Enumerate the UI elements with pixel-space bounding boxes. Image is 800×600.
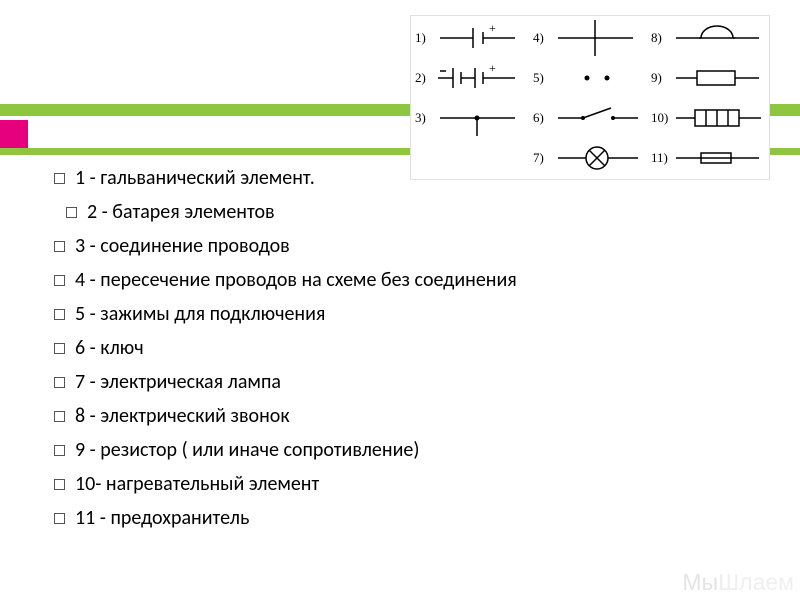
watermark: МыШлаем bbox=[682, 569, 794, 596]
bullet-icon bbox=[54, 513, 65, 524]
symbol-number: 5) bbox=[533, 70, 544, 86]
bullet-icon bbox=[54, 173, 65, 184]
legend-item-text: 1 - гальванический элемент. bbox=[75, 166, 315, 190]
bullet-icon bbox=[66, 207, 77, 218]
symbol-number: 6) bbox=[533, 110, 544, 126]
legend-item-text: 4 - пересечение проводов на схеме без со… bbox=[75, 268, 517, 292]
legend-item: 1 - гальванический элемент. bbox=[54, 166, 780, 190]
legend-item-text: 8 - электрический звонок bbox=[75, 404, 290, 428]
symbol-cell-resistor: 9) bbox=[649, 58, 771, 98]
legend-item-text: 6 - ключ bbox=[75, 336, 144, 360]
watermark-text-1: Мы bbox=[682, 569, 718, 595]
legend-item-text: 2 - батарея элементов bbox=[87, 200, 275, 224]
symbol-bell-icon bbox=[671, 18, 767, 58]
legend-item: 5 - зажимы для подключения bbox=[54, 302, 780, 326]
legend-item: 6 - ключ bbox=[54, 336, 780, 360]
symbol-number: 9) bbox=[651, 70, 662, 86]
symbol-number: 4) bbox=[533, 30, 544, 46]
legend-item-text: 5 - зажимы для подключения bbox=[75, 302, 325, 326]
legend-item: 7 - электрическая лампа bbox=[54, 370, 780, 394]
symbol-cell-battery: 2) + bbox=[413, 58, 529, 98]
symbol-number: 8) bbox=[651, 30, 662, 46]
legend-item: 11 - предохранитель bbox=[54, 506, 780, 530]
symbol-terminals-icon bbox=[553, 58, 649, 98]
symbol-number: 2) bbox=[415, 70, 426, 86]
circuit-symbols-image: 1) +2) +3) 4) 5) 6) 7) 8) 9) 10) 11) bbox=[410, 15, 770, 180]
symbol-number: 1) bbox=[415, 30, 426, 46]
bullet-icon bbox=[54, 309, 65, 320]
symbol-cell-icon: + bbox=[435, 18, 531, 58]
bullet-icon bbox=[54, 377, 65, 388]
bullet-icon bbox=[54, 445, 65, 456]
legend-item: 3 - соединение проводов bbox=[54, 234, 780, 258]
symbol-cell-crossing: 4) bbox=[531, 18, 647, 58]
bullet-icon bbox=[54, 411, 65, 422]
legend-item: 10- нагревательный элемент bbox=[54, 472, 780, 496]
symbol-cell-switch: 6) bbox=[531, 98, 647, 138]
legend-item-text: 10- нагревательный элемент bbox=[75, 472, 319, 496]
bullet-icon bbox=[54, 241, 65, 252]
symbol-number: 3) bbox=[415, 110, 426, 126]
symbol-cell-terminals: 5) bbox=[531, 58, 647, 98]
symbol-cell-bell: 8) bbox=[649, 18, 771, 58]
bullet-icon bbox=[54, 275, 65, 286]
symbol-resistor-icon bbox=[671, 58, 767, 98]
legend-item: 4 - пересечение проводов на схеме без со… bbox=[54, 268, 780, 292]
legend-item: 8 - электрический звонок bbox=[54, 404, 780, 428]
bullet-icon bbox=[54, 479, 65, 490]
symbol-crossing-icon bbox=[553, 18, 649, 58]
symbol-number: 7) bbox=[533, 150, 544, 166]
svg-text:+: + bbox=[489, 21, 496, 35]
bullet-icon bbox=[54, 343, 65, 354]
legend-list: 1 - гальванический элемент. 2 - батарея э… bbox=[54, 166, 780, 540]
legend-item: 2 - батарея элементов bbox=[66, 200, 780, 224]
legend-item-text: 7 - электрическая лампа bbox=[75, 370, 281, 394]
symbol-cell-cell: 1) + bbox=[413, 18, 529, 58]
symbol-cell-heater: 10) bbox=[649, 98, 771, 138]
legend-item-text: 3 - соединение проводов bbox=[75, 234, 290, 258]
symbol-number: 11) bbox=[651, 150, 668, 166]
symbol-heater-icon bbox=[671, 98, 767, 138]
legend-item-text: 11 - предохранитель bbox=[75, 506, 249, 530]
symbol-number: 10) bbox=[651, 110, 668, 126]
legend-item: 9 - резистор ( или иначе сопротивление) bbox=[54, 438, 780, 462]
symbol-battery-icon: + bbox=[435, 58, 531, 98]
symbol-cell-junction: 3) bbox=[413, 98, 529, 138]
legend-item-text: 9 - резистор ( или иначе сопротивление) bbox=[75, 438, 419, 462]
symbol-switch-icon bbox=[553, 98, 649, 138]
symbol-junction-icon bbox=[435, 98, 531, 138]
watermark-text-2: Шлаем bbox=[718, 569, 794, 595]
decor-block-pink bbox=[0, 120, 28, 148]
svg-text:+: + bbox=[489, 61, 496, 75]
